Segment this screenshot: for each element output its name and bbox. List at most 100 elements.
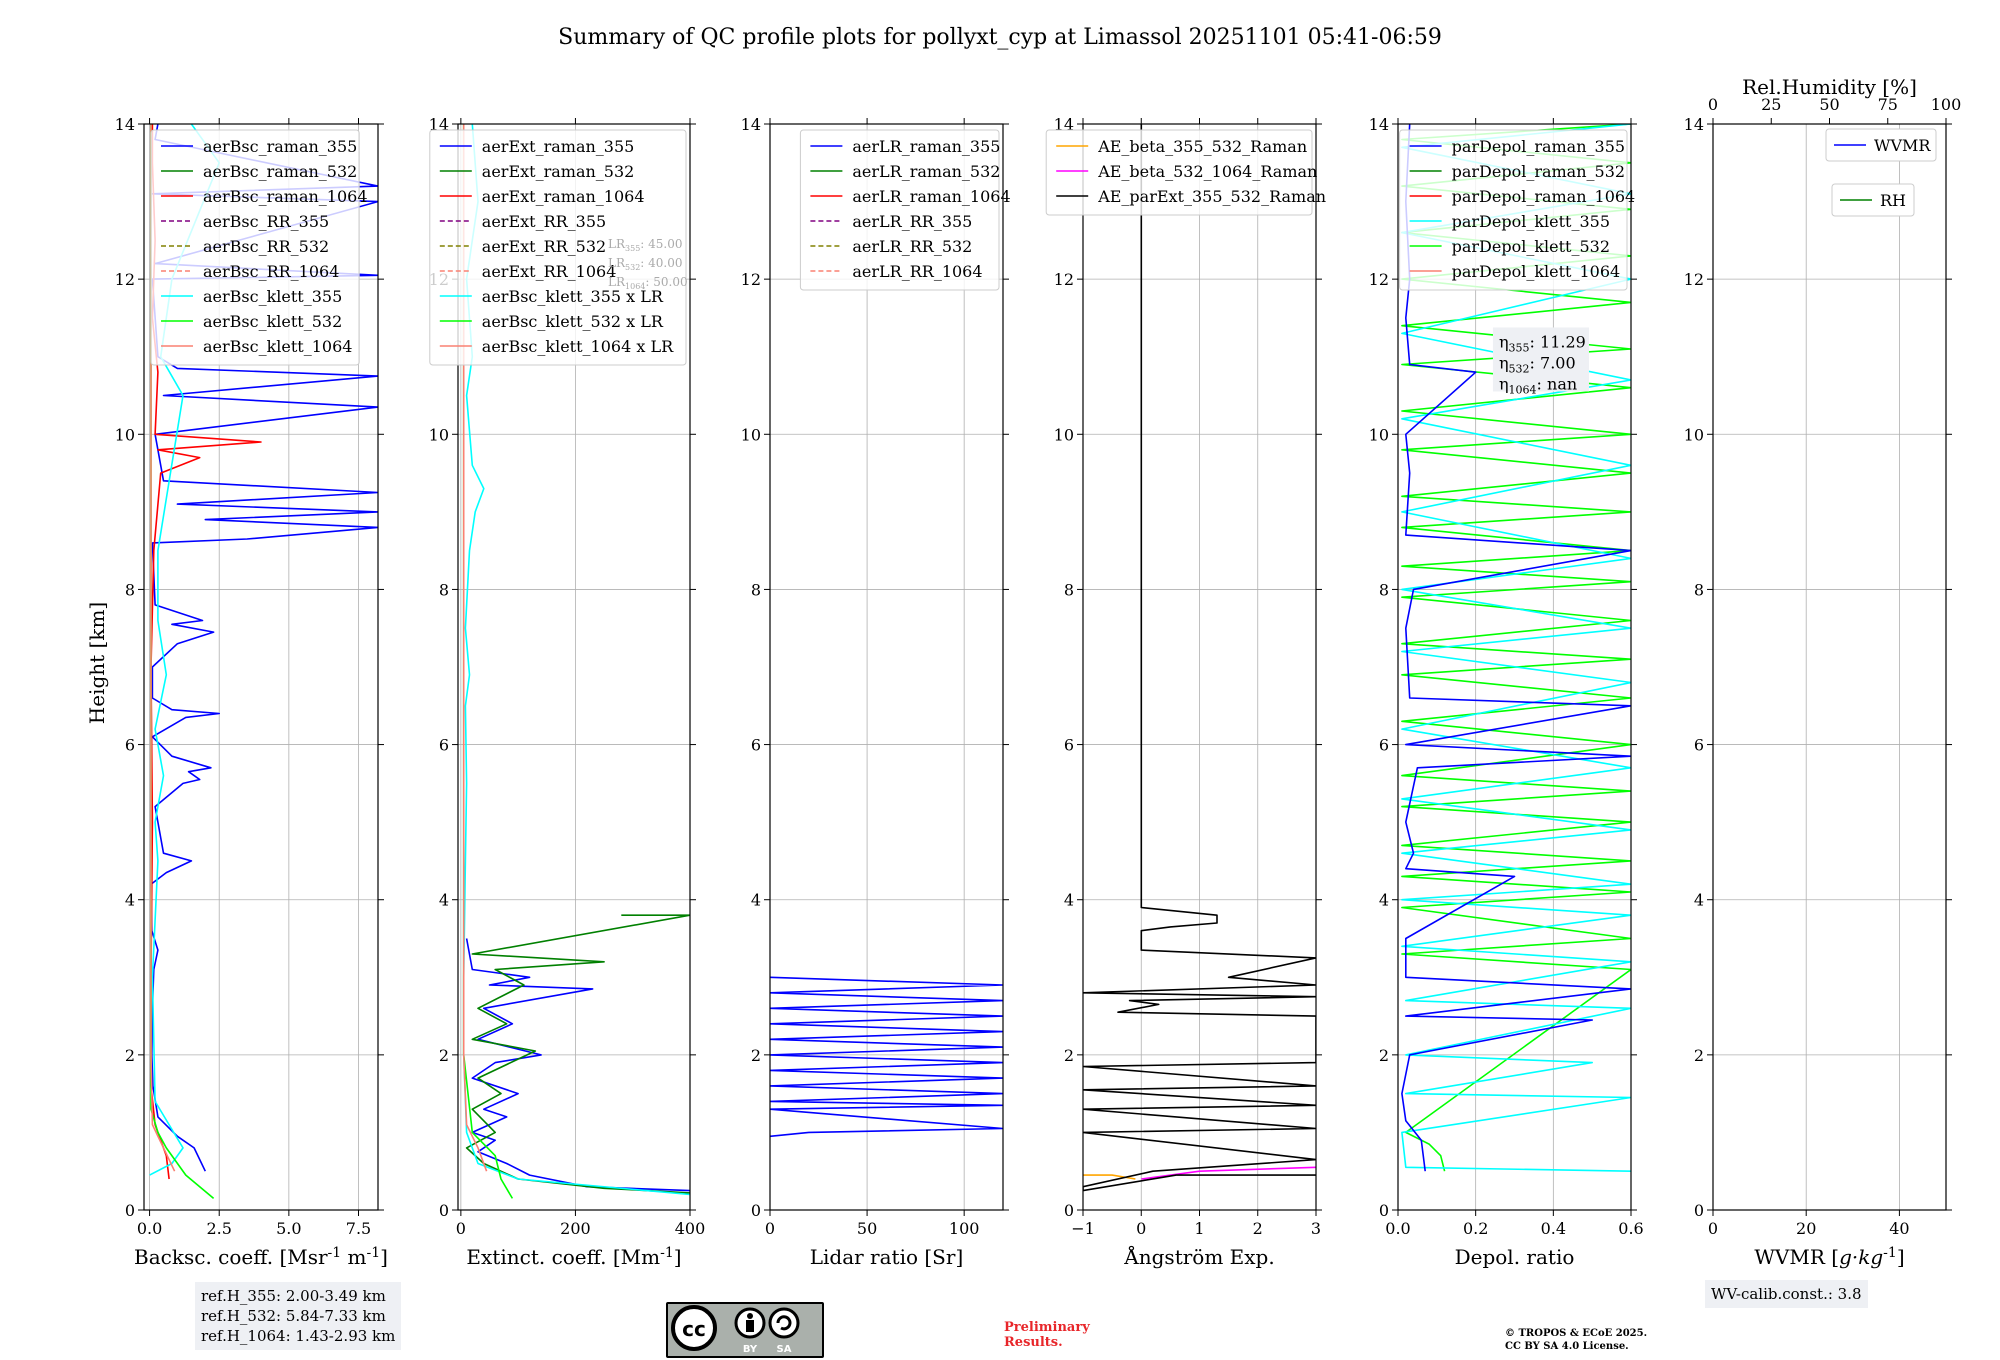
y-tick-label: 2 xyxy=(1064,1046,1074,1065)
x-axis-label: WVMR [g·kg-1​] xyxy=(1754,1245,1904,1269)
legend-frame xyxy=(1825,128,1937,162)
legend-frame xyxy=(429,129,687,366)
legend-label: aerLR_RR_1064 xyxy=(852,262,982,281)
x-axis-label: Extinct. coeff. [Mm-1​] xyxy=(466,1245,681,1269)
y-tick-label: 0 xyxy=(439,1201,449,1220)
x-axis-label: Lidar ratio [Sr] xyxy=(810,1245,964,1269)
lr-label: LR355​: 45.00 xyxy=(608,237,683,253)
series-aerExt_raman_355 xyxy=(465,938,690,1192)
y-tick-label: 4 xyxy=(751,891,761,910)
top-x-tick-label: 100 xyxy=(1931,95,1962,114)
y-tick-label: 12 xyxy=(115,270,135,289)
legend-label: aerBsc_RR_355 xyxy=(203,212,329,231)
panel-wv: 0 20 40 0 2 4 6 8 10 12 14 WVMR [g·kg-1​] 0 25 50 75 100… xyxy=(1684,75,1962,1269)
figure-title: Summary of QC profile plots for pollyxt_… xyxy=(558,25,1442,50)
legend-label: parDepol_klett_355 xyxy=(1452,212,1610,231)
y-tick-label: 2 xyxy=(1694,1046,1704,1065)
legend: parDepol_raman_355 parDepol_raman_532 parD… xyxy=(1399,129,1635,291)
legend-label: aerExt_RR_355 xyxy=(482,212,606,231)
axes-frame xyxy=(143,123,379,1211)
legend-label: aerLR_raman_355 xyxy=(852,137,1000,156)
y-tick-label: 6 xyxy=(1379,736,1389,755)
y-tick-label: 4 xyxy=(125,891,135,910)
y-tick-label: 0 xyxy=(1694,1201,1704,1220)
y-tick-label: 6 xyxy=(125,736,135,755)
legend-label: aerLR_raman_532 xyxy=(852,162,1000,181)
y-tick-label: 8 xyxy=(751,580,761,599)
x-tick-label: 20 xyxy=(1796,1219,1816,1238)
x-tick-label: 0 xyxy=(1708,1219,1718,1238)
series-AE_parExt_355_532_Raman xyxy=(1083,124,1316,1192)
legend-label: aerBsc_raman_355 xyxy=(203,137,357,156)
x-axis-label: Backsc. coeff. [Msr-1​ m-1​] xyxy=(134,1245,388,1269)
ref-height-355: ref.H_355: 2.00-3.49 km xyxy=(201,1287,386,1305)
cc-by-sa-badge: cc BY SA xyxy=(666,1302,824,1358)
x-tick-label: 2.5 xyxy=(206,1219,231,1238)
legend: AE_beta_355_532_Raman AE_beta_532_1064_Ra… xyxy=(1045,129,1326,216)
ref-height-1064: ref.H_1064: 1.43-2.93 km xyxy=(201,1327,396,1345)
preliminary-note: Preliminary Results. xyxy=(1004,1320,1090,1350)
top-x-tick-label: 0 xyxy=(1708,95,1718,114)
lr-label: LR532​: 40.00 xyxy=(608,256,683,272)
y-tick-label: 2 xyxy=(125,1046,135,1065)
y-axis-label: Height [km] xyxy=(85,602,109,724)
y-tick-label: 6 xyxy=(439,736,449,755)
y-tick-label: 8 xyxy=(1379,580,1389,599)
y-tick-label: 6 xyxy=(1694,736,1704,755)
y-tick-label: 14 xyxy=(1684,115,1704,134)
y-tick-label: 14 xyxy=(1054,115,1074,134)
series-aerLR_raman_355 xyxy=(770,976,1003,1138)
legend-label: AE_beta_532_1064_Raman xyxy=(1097,162,1317,181)
y-tick-label: 12 xyxy=(1369,270,1389,289)
legend-label: aerExt_raman_532 xyxy=(482,162,635,181)
legend-label: aerBsc_klett_355 xyxy=(203,287,342,306)
legend-label: aerExt_RR_532 xyxy=(482,237,606,256)
x-tick-label: 40 xyxy=(1889,1219,1909,1238)
series-aerBsc_klett_1064 x LR xyxy=(462,124,488,1172)
legend-label: aerBsc_raman_532 xyxy=(203,162,357,181)
cc-sa-text: SA xyxy=(777,1344,792,1355)
legend-label: aerBsc_RR_532 xyxy=(203,237,329,256)
cc-logo-text: cc xyxy=(682,1317,706,1341)
y-tick-label: 8 xyxy=(1064,580,1074,599)
eta-label: η1064​: nan xyxy=(1499,374,1577,396)
axes-frame xyxy=(769,123,1004,1211)
x-tick-label: 0.0 xyxy=(137,1219,162,1238)
series-parDepol_raman_355 xyxy=(1401,124,1631,1172)
x-tick-label: 1 xyxy=(1194,1219,1204,1238)
y-tick-label: 6 xyxy=(1064,736,1074,755)
y-tick-label: 8 xyxy=(125,580,135,599)
legend-label: aerExt_RR_1064 xyxy=(482,262,617,281)
y-tick-label: 10 xyxy=(115,425,135,444)
top-x-tick-label: 75 xyxy=(1878,95,1898,114)
legend: aerBsc_raman_355 aerBsc_raman_532 aerBsc_r… xyxy=(150,129,368,366)
y-tick-label: 10 xyxy=(429,425,449,444)
x-tick-label: 100 xyxy=(949,1219,980,1238)
x-tick-label: 2 xyxy=(1253,1219,1263,1238)
x-tick-label: 0 xyxy=(1136,1219,1146,1238)
y-tick-label: 2 xyxy=(439,1046,449,1065)
y-tick-label: 14 xyxy=(741,115,761,134)
legend-label: AE_beta_355_532_Raman xyxy=(1097,137,1307,156)
legend: aerExt_raman_355 aerExt_raman_532 aerExt_r… xyxy=(429,129,687,366)
y-tick-label: 0 xyxy=(1379,1201,1389,1220)
axes-frame xyxy=(457,123,691,1211)
eta-label: η355​: 11.29 xyxy=(1499,332,1586,354)
legend-label: parDepol_raman_355 xyxy=(1452,137,1625,156)
legend: aerLR_raman_355 aerLR_raman_532 aerLR_rama… xyxy=(799,129,1011,291)
top-x-tick-label: 50 xyxy=(1819,95,1839,114)
series-AE_beta_532_1064_Raman xyxy=(1141,1166,1316,1180)
wv-calib-box: WV-calib.const.: 3.8 xyxy=(1705,1280,1868,1308)
preliminary-line-1: Preliminary xyxy=(1004,1320,1090,1335)
y-tick-label: 8 xyxy=(1694,580,1704,599)
series-group xyxy=(462,124,690,1199)
x-tick-label: 0.0 xyxy=(1385,1219,1410,1238)
legend-frame xyxy=(1831,183,1915,217)
series-aerExt_raman_532 xyxy=(465,914,690,1194)
legend-label: aerBsc_klett_532 xyxy=(203,312,342,331)
legend-label: parDepol_raman_532 xyxy=(1452,162,1625,181)
y-tick-label: 0 xyxy=(1064,1201,1074,1220)
axes-frame xyxy=(1397,123,1632,1211)
x-tick-label: 0.4 xyxy=(1541,1219,1566,1238)
x-tick-label: 0 xyxy=(456,1219,466,1238)
